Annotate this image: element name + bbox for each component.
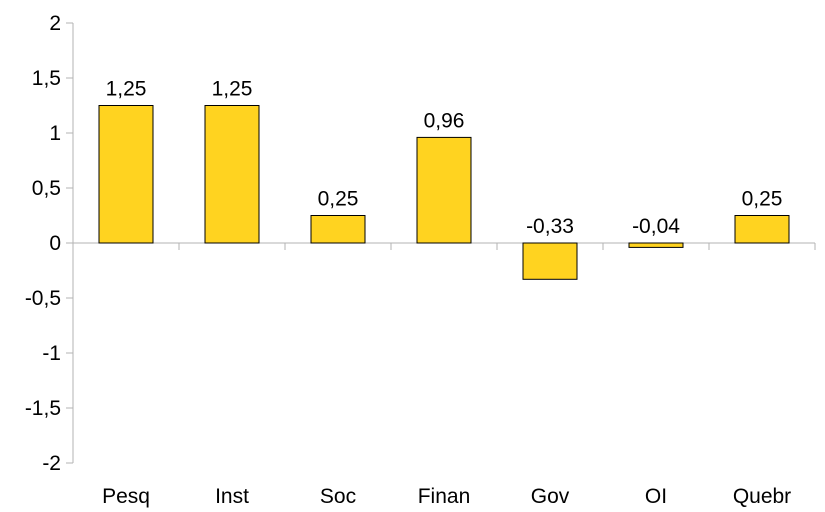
bar-oi — [628, 242, 684, 248]
x-tick-label-finan: Finan — [418, 485, 471, 508]
data-label-inst: 1,25 — [212, 78, 253, 101]
x-tick-label-oi: OI — [645, 485, 667, 508]
data-label-oi: -0,04 — [632, 215, 680, 238]
chart-axes — [66, 22, 816, 464]
y-tick-label: 1,5 — [32, 67, 61, 90]
data-label-pesq: 1,25 — [106, 78, 147, 101]
data-label-finan: 0,96 — [424, 109, 465, 132]
data-label-quebr: 0,25 — [742, 188, 783, 211]
y-tick-label: -1,5 — [25, 397, 61, 420]
bar-finan — [416, 136, 472, 244]
bar-pesq — [98, 105, 154, 244]
x-tick-label-soc: Soc — [320, 485, 356, 508]
bar-soc — [310, 215, 366, 244]
y-tick-label: 0 — [49, 232, 61, 255]
y-tick-label: 0,5 — [32, 177, 61, 200]
chart-bars — [98, 105, 790, 280]
x-tick-label-pesq: Pesq — [102, 485, 150, 508]
y-tick-label: 1 — [49, 122, 61, 145]
y-tick-label: -1 — [42, 342, 61, 365]
data-label-soc: 0,25 — [318, 188, 359, 211]
x-tick-label-quebr: Quebr — [733, 485, 791, 508]
chart-labels: 2 1,5 1 0,5 0 -0,5 -1 -1,5 -2 1,25 Pesq 1,25 Inst 0,2… — [25, 12, 791, 508]
bar-inst — [204, 105, 260, 244]
y-tick-label: -0,5 — [25, 287, 61, 310]
y-tick-label: 2 — [49, 12, 61, 35]
data-label-gov: -0,33 — [526, 215, 574, 238]
bar-quebr — [734, 215, 790, 244]
x-tick-label-gov: Gov — [531, 485, 570, 508]
y-tick-label: -2 — [42, 452, 61, 475]
x-tick-label-inst: Inst — [215, 485, 249, 508]
bar-gov — [522, 242, 578, 280]
